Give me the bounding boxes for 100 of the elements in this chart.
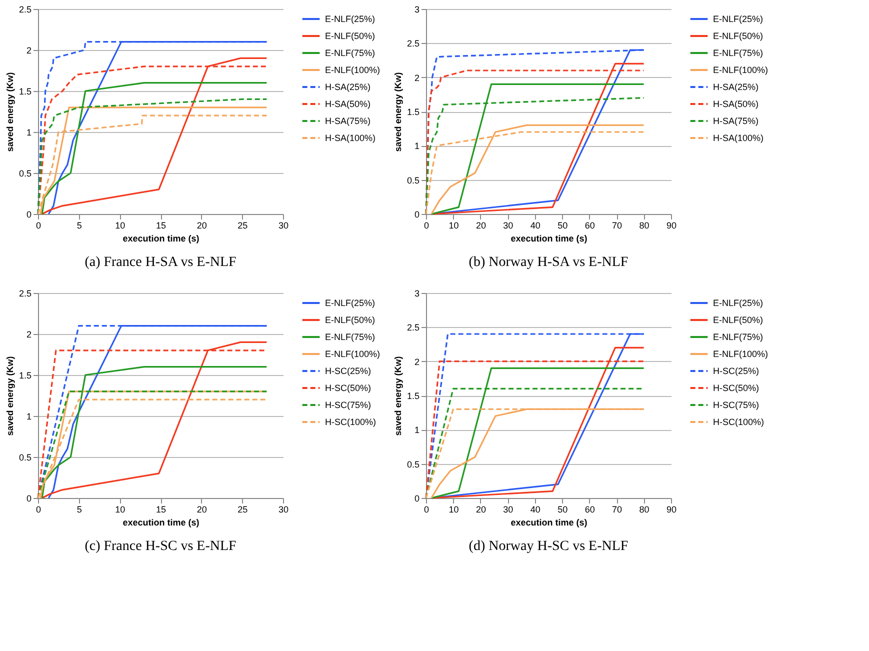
y-tick-label: 2.5 xyxy=(18,288,32,298)
x-tick-label: 20 xyxy=(476,504,486,514)
x-tick-label: 90 xyxy=(666,504,677,514)
legend-label: H-SA(25%) xyxy=(713,82,759,92)
y-tick-label: 0 xyxy=(414,210,420,220)
y-tick-label: 0 xyxy=(26,210,32,220)
y-tick-label: 2.5 xyxy=(18,4,32,14)
y-tick-label: 1.5 xyxy=(18,86,32,96)
x-tick-label: 80 xyxy=(639,504,650,514)
y-tick-label: 1 xyxy=(414,425,420,436)
text: (a) France H-SA vs E-NLF xyxy=(84,255,237,270)
x-tick-label: 25 xyxy=(238,220,248,230)
x-tick-label: 30 xyxy=(278,504,289,514)
x-tick-label: 15 xyxy=(156,220,166,230)
y-tick-label: 0.5 xyxy=(406,175,420,186)
x-tick-label: 30 xyxy=(503,220,514,230)
x-tick-label: 5 xyxy=(76,504,82,514)
y-tick-label: 1 xyxy=(26,412,32,422)
legend-label: E-NLF(50%) xyxy=(713,315,764,325)
legend-label: H-SC(75%) xyxy=(713,400,760,410)
y-tick-label: 0.5 xyxy=(18,452,32,462)
legend-label: E-NLF(100%) xyxy=(713,65,768,75)
legend-label: E-NLF(100%) xyxy=(325,349,380,359)
y-tick-label: 1 xyxy=(414,141,420,152)
y-tick-label: 1 xyxy=(26,128,32,138)
x-tick-label: 20 xyxy=(196,220,207,230)
legend-label: E-NLF(25%) xyxy=(325,14,376,24)
y-axis-title: saved energy (Kw) xyxy=(4,356,15,436)
x-axis-title: execution time (s) xyxy=(122,234,200,244)
legend-label: E-NLF(100%) xyxy=(325,65,380,75)
y-axis-title: saved energy (Kw) xyxy=(392,72,403,152)
y-tick-label: 3 xyxy=(414,4,420,14)
legend-label: H-SA(50%) xyxy=(325,99,371,109)
legend-label: E-NLF(75%) xyxy=(713,332,764,342)
y-tick-label: 0 xyxy=(414,494,420,504)
x-tick-label: 60 xyxy=(584,504,595,514)
legend-label: H-SA(100%) xyxy=(325,133,376,143)
y-tick-label: 2 xyxy=(26,46,32,56)
y-tick-label: 0.5 xyxy=(18,168,32,178)
x-tick-label: 70 xyxy=(612,504,622,514)
y-axis-title: saved energy (Kw) xyxy=(4,72,15,152)
y-tick-label: 2.5 xyxy=(406,322,420,333)
x-tick-label: 0 xyxy=(424,504,430,514)
x-tick-label: 10 xyxy=(448,220,459,230)
legend-label: H-SC(25%) xyxy=(325,366,372,376)
x-tick-label: 10 xyxy=(115,220,126,230)
y-tick-label: 1.5 xyxy=(18,370,32,380)
y-tick-label: 2 xyxy=(26,330,32,340)
legend-label: H-SA(75%) xyxy=(713,116,759,126)
y-tick-label: 0.5 xyxy=(406,459,420,470)
x-tick-label: 50 xyxy=(558,220,568,230)
x-tick-label: 30 xyxy=(503,504,514,514)
x-tick-label: 15 xyxy=(156,504,166,514)
x-tick-label: 30 xyxy=(278,220,289,230)
legend-label: H-SC(50%) xyxy=(325,383,372,393)
x-tick-label: 25 xyxy=(238,504,248,514)
x-tick-label: 0 xyxy=(424,220,430,230)
x-tick-label: 20 xyxy=(476,220,486,230)
legend-label: H-SA(75%) xyxy=(325,116,371,126)
legend-label: E-NLF(50%) xyxy=(325,31,376,41)
x-axis-title: execution time (s) xyxy=(510,518,588,528)
y-tick-label: 2 xyxy=(414,72,420,83)
x-tick-label: 10 xyxy=(448,504,459,514)
text: (b) Norway H-SA vs E-NLF xyxy=(468,255,628,270)
x-tick-label: 80 xyxy=(639,220,650,230)
x-tick-label: 0 xyxy=(36,504,42,514)
legend-label: H-SA(25%) xyxy=(325,82,371,92)
x-axis-title: execution time (s) xyxy=(510,234,588,244)
y-axis-title: saved energy (Kw) xyxy=(392,356,403,436)
y-tick-label: 1.5 xyxy=(406,107,420,117)
x-tick-label: 0 xyxy=(36,220,42,230)
legend-label: E-NLF(75%) xyxy=(713,48,764,58)
legend-label: E-NLF(50%) xyxy=(713,31,764,41)
x-tick-label: 50 xyxy=(558,504,568,514)
legend-label: E-NLF(50%) xyxy=(325,315,376,325)
x-tick-label: 40 xyxy=(530,220,540,230)
x-tick-label: 20 xyxy=(196,504,207,514)
x-axis-title: execution time (s) xyxy=(122,518,200,528)
y-tick-label: 2 xyxy=(414,356,420,367)
y-tick-label: 1.5 xyxy=(406,391,420,401)
x-tick-label: 70 xyxy=(612,220,622,230)
x-tick-label: 10 xyxy=(115,504,126,514)
legend-label: E-NLF(25%) xyxy=(713,298,764,308)
x-tick-label: 60 xyxy=(584,220,595,230)
legend-label: H-SA(100%) xyxy=(713,133,764,143)
legend-label: E-NLF(75%) xyxy=(325,332,376,342)
legend-label: H-SC(25%) xyxy=(713,366,760,376)
text: (c) France H-SC vs E-NLF xyxy=(84,539,237,554)
legend-label: E-NLF(100%) xyxy=(713,349,768,359)
legend-label: E-NLF(25%) xyxy=(713,14,764,24)
text: (d) Norway H-SC vs E-NLF xyxy=(468,539,628,554)
x-tick-label: 5 xyxy=(76,220,82,230)
x-tick-label: 40 xyxy=(530,504,540,514)
y-tick-label: 0 xyxy=(26,494,32,504)
legend-label: E-NLF(75%) xyxy=(325,48,376,58)
y-tick-label: 2.5 xyxy=(406,38,420,49)
legend-label: H-SC(75%) xyxy=(325,400,372,410)
legend-label: H-SC(50%) xyxy=(713,383,760,393)
legend-label: H-SC(100%) xyxy=(713,417,764,427)
legend-label: H-SA(50%) xyxy=(713,99,759,109)
